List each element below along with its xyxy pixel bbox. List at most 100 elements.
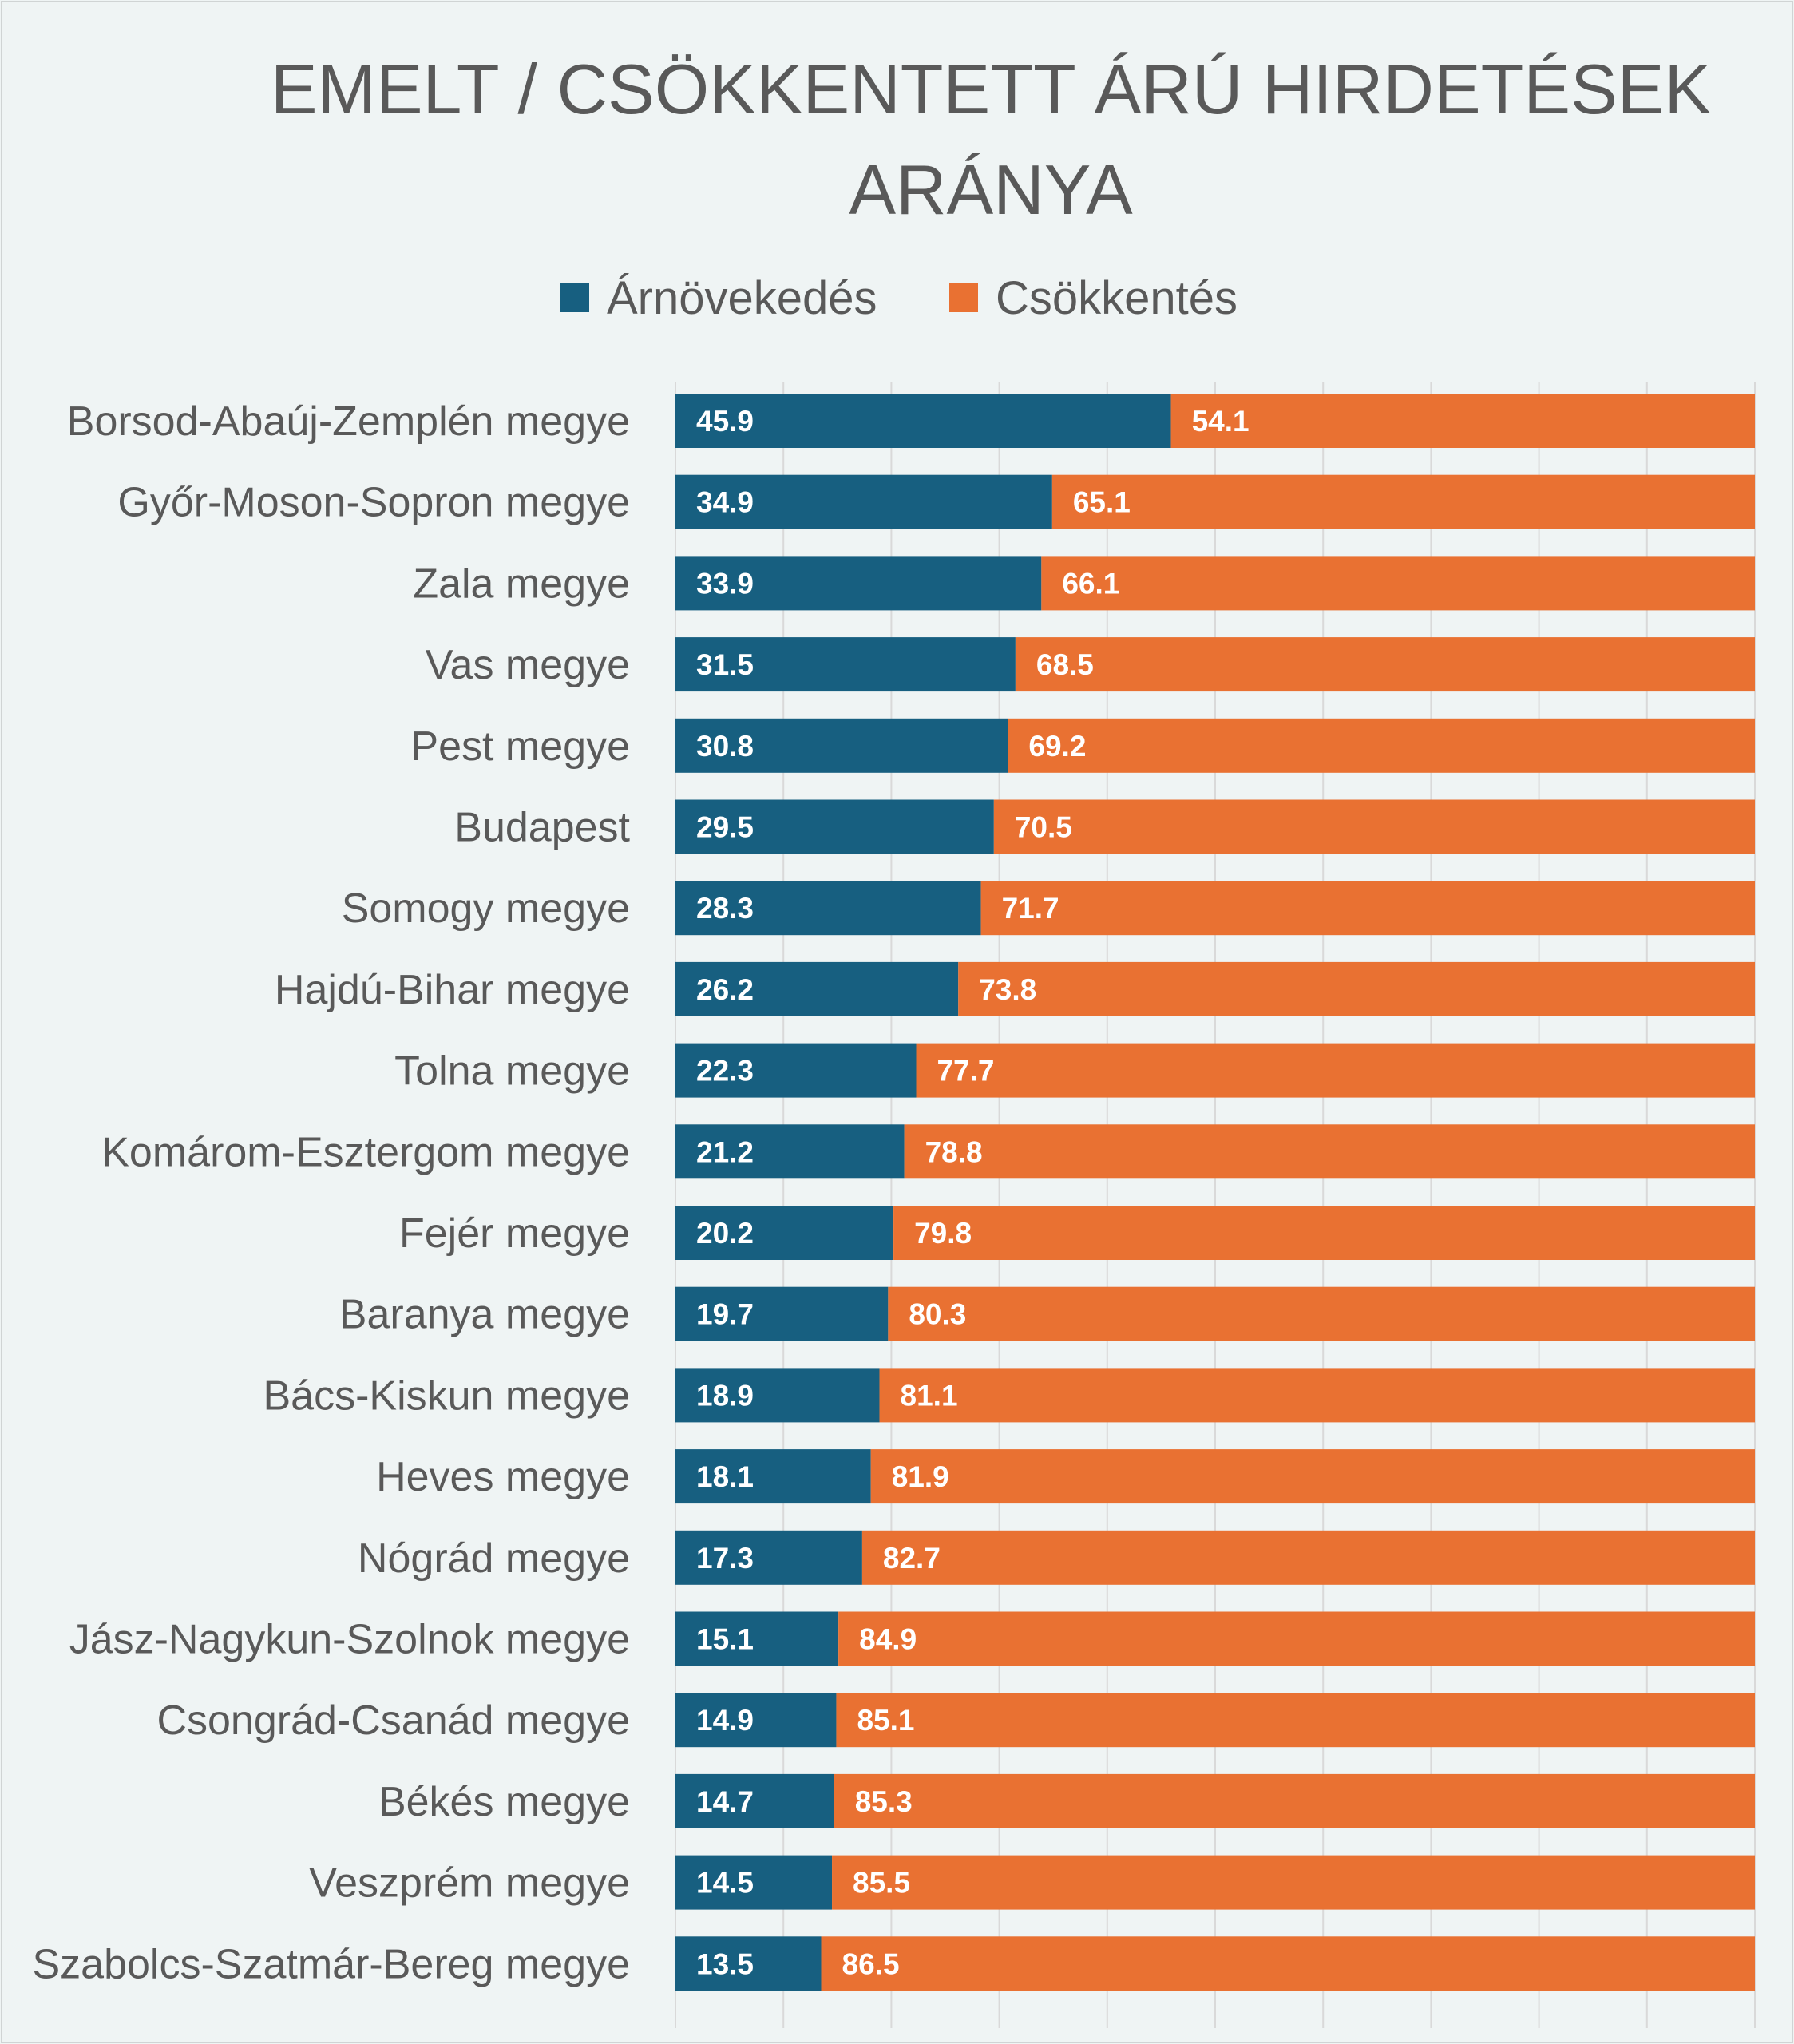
category-label: Borsod-Abaúj-Zemplén megye bbox=[67, 398, 630, 445]
bar-csokkentes bbox=[1051, 474, 1755, 529]
data-label: 65.1 bbox=[1073, 486, 1131, 519]
data-label: 31.5 bbox=[696, 648, 754, 681]
legend-swatch-blue bbox=[560, 283, 589, 312]
bar-arnovekedes bbox=[675, 1043, 917, 1098]
data-label: 20.2 bbox=[696, 1217, 754, 1250]
data-label: 86.5 bbox=[842, 1947, 900, 1980]
bar-arnovekedes bbox=[675, 1936, 822, 1991]
category-label: Baranya megye bbox=[339, 1292, 630, 1338]
data-label: 22.3 bbox=[696, 1055, 754, 1087]
bar-csokkentes bbox=[832, 1855, 1755, 1910]
bar-csokkentes bbox=[993, 799, 1755, 854]
category-label: Pest megye bbox=[410, 723, 630, 770]
data-label: 14.9 bbox=[696, 1704, 754, 1737]
bar-arnovekedes bbox=[675, 1206, 894, 1260]
bar-arnovekedes bbox=[675, 1773, 834, 1828]
data-label: 77.7 bbox=[937, 1055, 994, 1087]
bar-arnovekedes bbox=[675, 1286, 889, 1341]
bar-csokkentes bbox=[1015, 637, 1755, 692]
bar-arnovekedes bbox=[675, 1530, 862, 1585]
data-label: 14.5 bbox=[696, 1867, 754, 1899]
bar-arnovekedes bbox=[675, 1693, 837, 1748]
category-label: Hajdú-Bihar megye bbox=[275, 967, 630, 1013]
data-label: 28.3 bbox=[696, 892, 754, 925]
bar-csokkentes bbox=[1041, 556, 1755, 611]
category-label: Jász-Nagykun-Szolnok megye bbox=[69, 1617, 630, 1663]
data-label: 84.9 bbox=[859, 1623, 917, 1656]
bar-arnovekedes bbox=[675, 961, 959, 1016]
bar-arnovekedes bbox=[675, 637, 1016, 692]
data-label: 15.1 bbox=[696, 1623, 754, 1656]
data-label: 21.2 bbox=[696, 1135, 754, 1168]
data-label: 80.3 bbox=[909, 1298, 966, 1331]
bar-csokkentes bbox=[1008, 718, 1755, 773]
category-label: Vas megye bbox=[426, 642, 630, 688]
category-label: Bács-Kiskun megye bbox=[263, 1373, 630, 1419]
bar-csokkentes bbox=[916, 1043, 1755, 1098]
category-label: Somogy megye bbox=[342, 885, 630, 932]
data-label: 85.5 bbox=[853, 1867, 910, 1899]
bar-csokkentes bbox=[958, 961, 1755, 1016]
bar-csokkentes bbox=[836, 1693, 1755, 1748]
legend-label: Csökkentés bbox=[996, 271, 1238, 324]
bar-csokkentes bbox=[834, 1773, 1755, 1828]
bar-arnovekedes bbox=[675, 556, 1042, 611]
legend-swatch-orange bbox=[949, 283, 978, 312]
data-label: 18.1 bbox=[696, 1460, 754, 1493]
category-label: Veszprém megye bbox=[309, 1860, 630, 1907]
bar-csokkentes bbox=[980, 881, 1755, 936]
bar-arnovekedes bbox=[675, 1855, 833, 1910]
category-label: Csongrád-Csanád megye bbox=[156, 1697, 630, 1744]
data-label: 13.5 bbox=[696, 1947, 754, 1980]
bar-arnovekedes bbox=[675, 474, 1052, 529]
category-label: Békés megye bbox=[378, 1779, 630, 1825]
data-label: 34.9 bbox=[696, 486, 754, 519]
bar-arnovekedes bbox=[675, 394, 1171, 448]
category-label: Heves megye bbox=[376, 1454, 630, 1500]
data-label: 85.1 bbox=[857, 1704, 914, 1737]
category-label: Szabolcs-Szatmár-Bereg megye bbox=[32, 1941, 630, 1987]
legend-label: Árnövekedés bbox=[607, 271, 877, 324]
category-label: Fejér megye bbox=[399, 1210, 630, 1257]
bar-arnovekedes bbox=[675, 881, 981, 936]
bar-csokkentes bbox=[879, 1368, 1755, 1423]
data-label: 18.9 bbox=[696, 1379, 754, 1412]
bar-arnovekedes bbox=[675, 718, 1008, 773]
category-label: Győr-Moson-Sopron megye bbox=[117, 480, 630, 526]
bar-arnovekedes bbox=[675, 1124, 905, 1179]
data-label: 33.9 bbox=[696, 567, 754, 600]
data-label: 19.7 bbox=[696, 1298, 754, 1331]
bar-csokkentes bbox=[888, 1286, 1755, 1341]
chart-title-line-1: EMELT / CSÖKKENTETT ÁRÚ HIRDETÉSEK bbox=[270, 50, 1712, 129]
bar-arnovekedes bbox=[675, 1611, 839, 1666]
data-label: 71.7 bbox=[1002, 892, 1059, 925]
category-label: Nógrád megye bbox=[358, 1535, 630, 1582]
data-label: 54.1 bbox=[1192, 405, 1249, 438]
data-label: 78.8 bbox=[925, 1135, 983, 1168]
bar-arnovekedes bbox=[675, 1449, 871, 1504]
data-label: 70.5 bbox=[1015, 811, 1072, 844]
data-label: 81.9 bbox=[892, 1460, 949, 1493]
data-label: 14.7 bbox=[696, 1785, 754, 1818]
bar-csokkentes bbox=[893, 1206, 1755, 1260]
bar-csokkentes bbox=[838, 1611, 1755, 1666]
data-label: 30.8 bbox=[696, 730, 754, 763]
bar-csokkentes bbox=[1170, 394, 1755, 448]
data-label: 79.8 bbox=[914, 1217, 972, 1250]
category-label: Tolna megye bbox=[394, 1048, 630, 1095]
bar-csokkentes bbox=[870, 1449, 1755, 1504]
data-label: 73.8 bbox=[979, 973, 1036, 1006]
chart-title-line-2: ARÁNYA bbox=[849, 150, 1133, 229]
data-label: 29.5 bbox=[696, 811, 754, 844]
data-label: 26.2 bbox=[696, 973, 754, 1006]
legend-item-arnovekedes: Árnövekedés bbox=[560, 272, 877, 324]
data-label: 45.9 bbox=[696, 405, 754, 438]
data-label: 85.3 bbox=[855, 1785, 913, 1818]
bar-csokkentes bbox=[821, 1936, 1755, 1991]
data-label: 81.1 bbox=[901, 1379, 958, 1412]
bar-csokkentes bbox=[904, 1124, 1755, 1179]
category-label: Komárom-Esztergom megye bbox=[101, 1129, 630, 1175]
legend-item-csokkentes: Csökkentés bbox=[949, 272, 1238, 324]
